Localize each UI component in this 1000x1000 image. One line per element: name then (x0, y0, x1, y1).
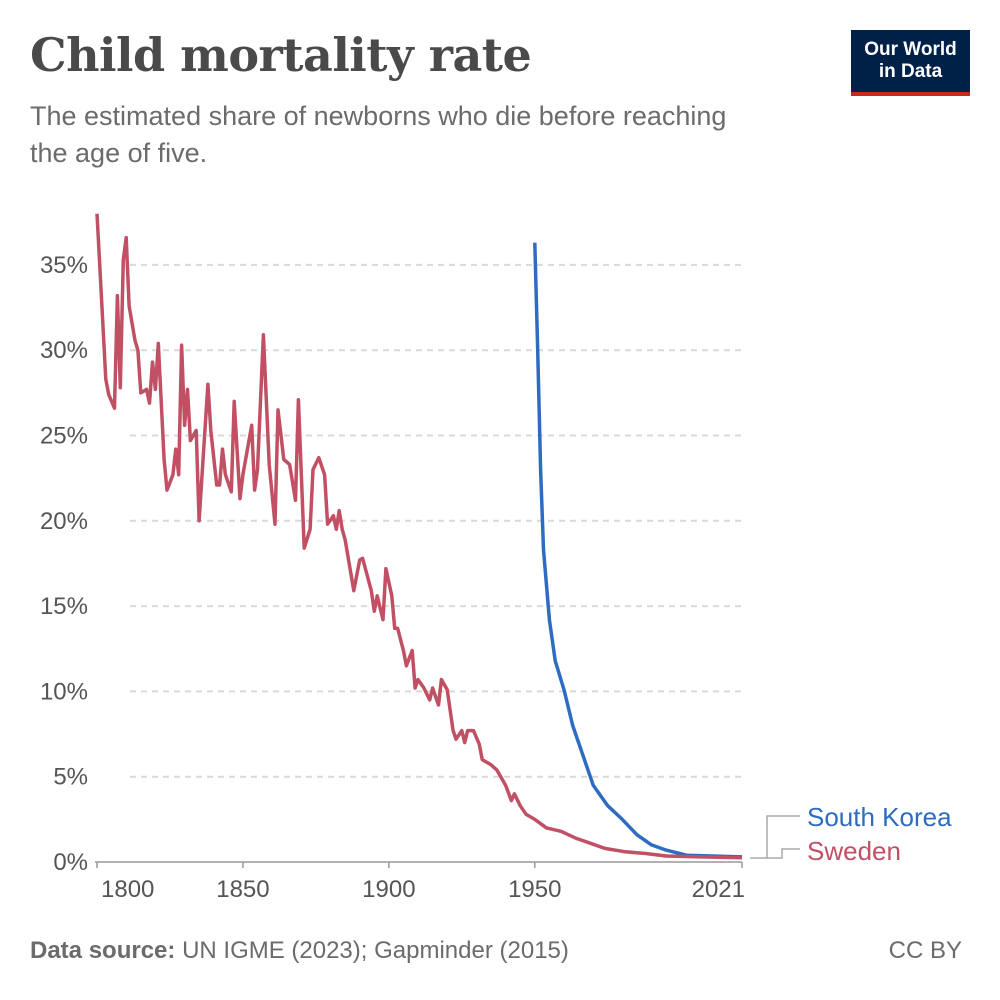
x-tick-label: 1800 (101, 876, 154, 903)
source-label: Data source: (30, 937, 176, 964)
owid-logo[interactable]: Our World in Data (851, 30, 970, 96)
series-label: Sweden (807, 836, 901, 866)
logo-line-2: in Data (878, 61, 943, 82)
chart-subtitle: The estimated share of newborns who die … (30, 101, 727, 168)
license-link[interactable]: CC BY (888, 937, 962, 964)
x-tick-label: 1850 (216, 876, 269, 903)
series-line-sweden (95, 213, 743, 860)
series-label: South Korea (807, 802, 952, 832)
y-tick-label: 10% (40, 678, 88, 705)
x-tick-label: 1950 (508, 876, 561, 903)
chart-title: Child mortality rate (30, 28, 532, 82)
logo-line-1: Our World (864, 39, 957, 60)
y-tick-label: 25% (40, 423, 88, 450)
y-tick-label: 15% (40, 593, 88, 620)
series-line-south-korea (533, 242, 743, 859)
source-text: UN IGME (2023); Gapminder (2015) (182, 937, 569, 964)
y-tick-label: 35% (40, 252, 88, 279)
y-tick-label: 30% (40, 337, 88, 364)
y-tick-label: 5% (53, 764, 88, 791)
x-tick-label: 2021 (692, 876, 745, 903)
label-connector (767, 848, 800, 859)
y-tick-label: 0% (53, 849, 88, 876)
data-source: Data source: UN IGME (2023); Gapminder (… (30, 937, 569, 965)
label-connector (750, 815, 800, 859)
y-tick-label: 20% (40, 508, 88, 535)
x-tick-label: 1900 (362, 876, 415, 903)
